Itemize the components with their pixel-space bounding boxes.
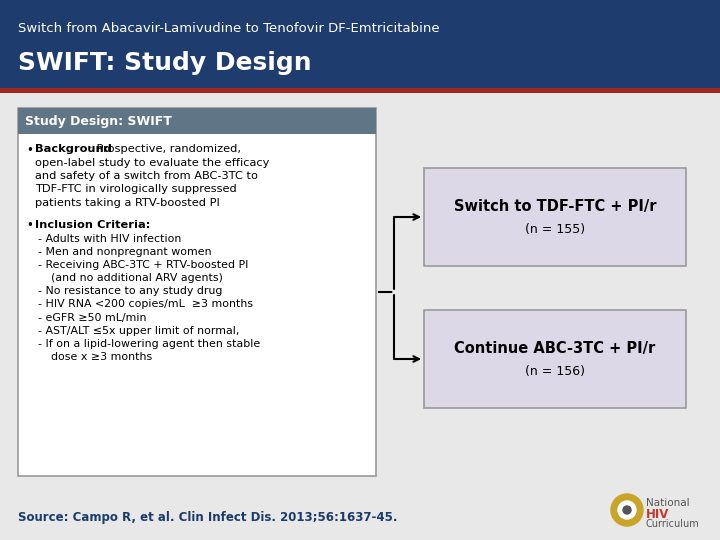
- Bar: [0, 93, 720, 540]
- Text: Switch to TDF-FTC + PI/r: Switch to TDF-FTC + PI/r: [454, 199, 656, 213]
- Text: •: •: [26, 219, 33, 233]
- Text: - Adults with HIV infection: - Adults with HIV infection: [38, 233, 181, 244]
- Text: (n = 155): (n = 155): [525, 224, 585, 237]
- Text: Background: Background: [35, 144, 112, 154]
- Bar: [18, 108, 376, 476]
- Text: and safety of a switch from ABC-3TC to: and safety of a switch from ABC-3TC to: [35, 171, 258, 181]
- Text: (and no additional ARV agents): (and no additional ARV agents): [44, 273, 223, 283]
- Text: •: •: [26, 144, 33, 157]
- Text: patients taking a RTV-boosted PI: patients taking a RTV-boosted PI: [35, 198, 220, 208]
- Bar: [424, 168, 686, 266]
- Circle shape: [611, 494, 643, 526]
- Bar: [18, 108, 376, 134]
- Text: National: National: [646, 498, 690, 508]
- Text: dose x ≥3 months: dose x ≥3 months: [44, 352, 152, 362]
- Text: : Prospective, randomized,: : Prospective, randomized,: [89, 144, 241, 154]
- Text: HIV: HIV: [646, 508, 670, 521]
- Text: TDF-FTC in virologically suppressed: TDF-FTC in virologically suppressed: [35, 185, 237, 194]
- Circle shape: [623, 506, 631, 514]
- Text: Study Design: SWIFT: Study Design: SWIFT: [25, 114, 172, 127]
- Text: Inclusion Criteria:: Inclusion Criteria:: [35, 219, 150, 230]
- Text: - Men and nonpregnant women: - Men and nonpregnant women: [38, 247, 212, 256]
- Text: - eGFR ≥50 mL/min: - eGFR ≥50 mL/min: [38, 313, 146, 323]
- Circle shape: [618, 501, 636, 519]
- Text: (n = 156): (n = 156): [525, 366, 585, 379]
- Text: - Receiving ABC-3TC + RTV-boosted PI: - Receiving ABC-3TC + RTV-boosted PI: [38, 260, 248, 270]
- Text: Continue ABC-3TC + PI/r: Continue ABC-3TC + PI/r: [454, 341, 656, 355]
- Text: SWIFT: Study Design: SWIFT: Study Design: [18, 51, 312, 75]
- Bar: [424, 310, 686, 408]
- Text: - No resistance to any study drug: - No resistance to any study drug: [38, 286, 222, 296]
- Bar: [0, 88, 720, 93]
- Text: open-label study to evaluate the efficacy: open-label study to evaluate the efficac…: [35, 158, 269, 167]
- Text: - AST/ALT ≤5x upper limit of normal,: - AST/ALT ≤5x upper limit of normal,: [38, 326, 239, 336]
- Bar: [0, 0, 720, 93]
- Text: Switch from Abacavir-Lamivudine to Tenofovir DF-Emtricitabine: Switch from Abacavir-Lamivudine to Tenof…: [18, 22, 440, 35]
- Text: Curriculum: Curriculum: [646, 519, 700, 529]
- Text: Source: Campo R, et al. Clin Infect Dis. 2013;56:1637-45.: Source: Campo R, et al. Clin Infect Dis.…: [18, 510, 397, 523]
- Text: - If on a lipid-lowering agent then stable: - If on a lipid-lowering agent then stab…: [38, 339, 260, 349]
- Text: - HIV RNA <200 copies/mL  ≥3 months: - HIV RNA <200 copies/mL ≥3 months: [38, 300, 253, 309]
